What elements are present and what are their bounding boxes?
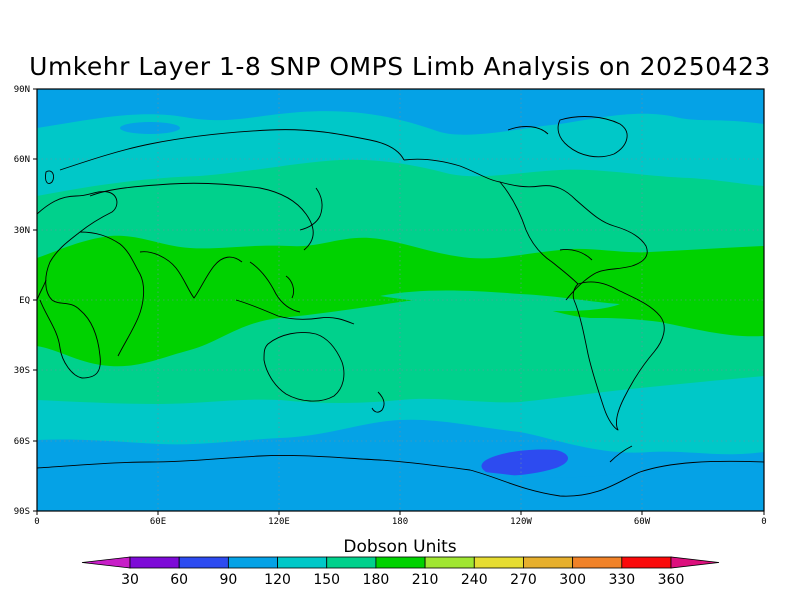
colorbar-level-label: 240 <box>461 572 488 588</box>
contour-inner-patch <box>380 290 620 312</box>
colorbar-segment <box>473 556 524 569</box>
contour-60-90-antarctic <box>481 449 568 476</box>
contour-120-150-south <box>37 456 764 511</box>
map-title: Umkehr Layer 1-8 SNP OMPS Limb Analysis … <box>29 52 771 81</box>
colorbar-level-label: 270 <box>510 572 537 588</box>
lon-label-0-west: 0 <box>34 517 39 527</box>
colorbar-level-label: 360 <box>658 572 685 588</box>
colorbar-segment <box>572 556 623 569</box>
colorbar-level-label: 60 <box>170 572 188 588</box>
lat-label-60n: 60N <box>14 155 30 165</box>
lat-label-90n: 90N <box>14 85 30 95</box>
colorbar <box>81 556 720 569</box>
coastlines <box>37 116 764 497</box>
colorbar-level-label: 150 <box>313 572 340 588</box>
lat-label-30n: 30N <box>14 226 30 236</box>
colorbar-segment <box>277 556 328 569</box>
colorbar-level-label: 30 <box>121 572 139 588</box>
colorbar-level-label: 120 <box>264 572 291 588</box>
map-gridlines <box>37 89 764 511</box>
lon-label-60e: 60E <box>150 517 166 527</box>
colorbar-level-label: 90 <box>219 572 237 588</box>
lat-label-60s: 60S <box>14 437 30 447</box>
colorbar-segment <box>375 556 426 569</box>
lat-label-eq: EQ <box>19 296 30 306</box>
colorbar-segment <box>621 556 672 569</box>
colorbar-labels: 30 60 90 120 150 180 210 240 270 300 330 360 <box>121 572 684 588</box>
contour-210-240 <box>37 235 764 367</box>
colorbar-level-label: 300 <box>559 572 586 588</box>
colorbar-segment-above <box>670 556 720 569</box>
colorbar-segment <box>227 556 278 569</box>
lon-label-60w: 60W <box>634 517 651 527</box>
lat-axis <box>33 88 37 512</box>
colorbar-level-label: 180 <box>363 572 390 588</box>
colorbar-segment <box>326 556 377 569</box>
colorbar-segment <box>129 556 180 569</box>
lon-label-120e: 120E <box>268 517 290 527</box>
colorbar-segment <box>424 556 475 569</box>
colorbar-level-label: 330 <box>608 572 635 588</box>
lon-label-180: 180 <box>392 517 408 527</box>
lon-label-0-east: 0 <box>761 517 766 527</box>
colorbar-segment-below <box>81 556 131 569</box>
ozone-contours <box>37 89 764 511</box>
lat-label-30s: 30S <box>14 366 30 376</box>
colorbar-level-label: 210 <box>412 572 439 588</box>
lon-label-120w: 120W <box>510 517 532 527</box>
colorbar-title: Dobson Units <box>343 537 457 557</box>
contour-arctic-patch <box>120 122 180 134</box>
colorbar-segment <box>523 556 574 569</box>
lon-axis <box>36 511 765 515</box>
colorbar-segment <box>178 556 229 569</box>
lat-label-90s: 90S <box>14 507 30 517</box>
